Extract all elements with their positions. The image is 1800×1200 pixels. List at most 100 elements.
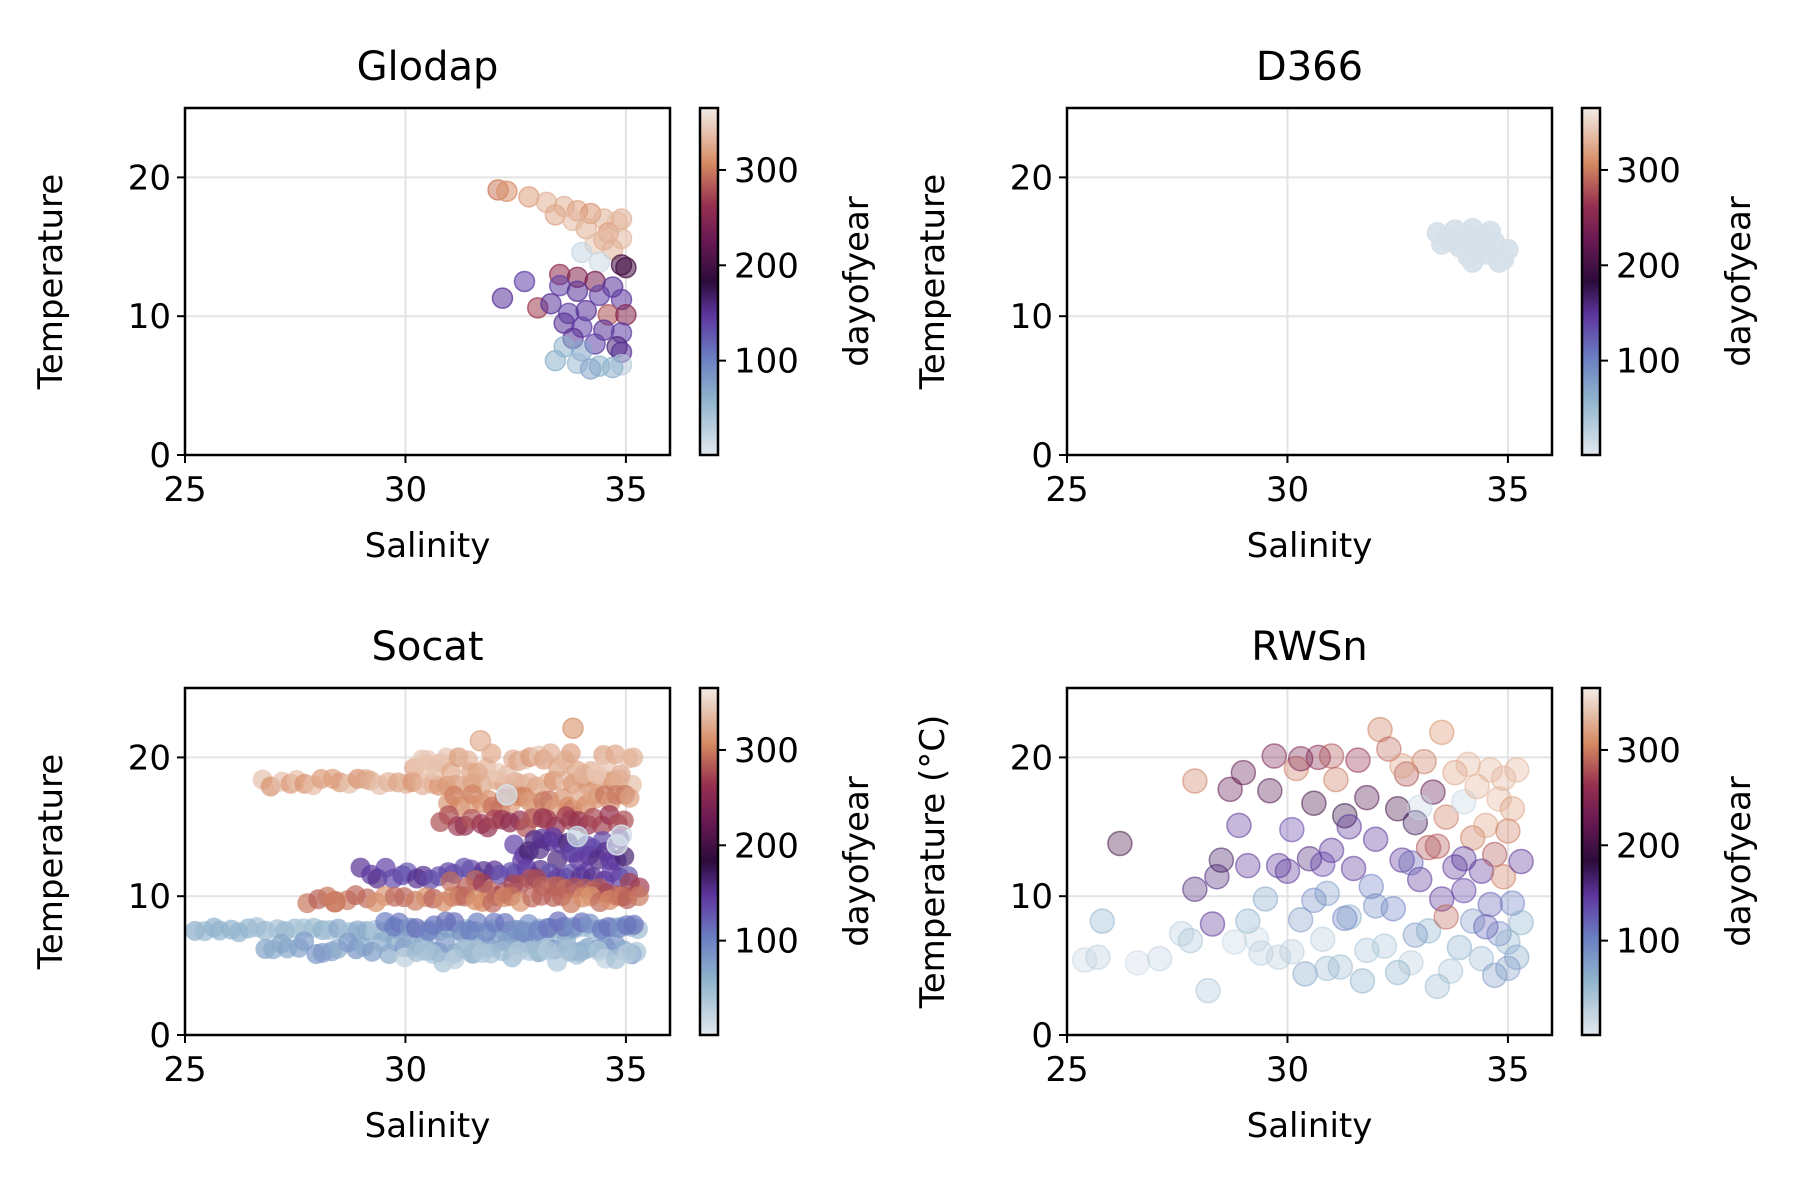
scatter-point	[610, 824, 633, 846]
scatter-point	[1327, 954, 1354, 980]
scatter-point	[1279, 816, 1305, 843]
scatter-point	[1358, 873, 1384, 900]
colorbar-label: dayofyear	[837, 776, 877, 947]
scatter-point	[566, 825, 589, 848]
scatter-point	[1221, 929, 1248, 955]
y-tick-label: 10	[1010, 297, 1053, 337]
axes-frame	[183, 106, 672, 457]
scatter-point	[1314, 880, 1340, 907]
x-tick-label: 30	[384, 470, 427, 510]
scatter-point	[1287, 907, 1314, 933]
colorbar: 100 200 300 dayofyear	[1580, 686, 1759, 1037]
colorbar-tick-label: 200	[1616, 246, 1681, 286]
scatter-point	[1473, 812, 1499, 839]
y-tick-label: 0	[1031, 436, 1053, 476]
scatter-point	[1292, 961, 1318, 987]
scatter-point	[593, 229, 615, 251]
scatter-point	[623, 914, 644, 935]
scatter-point	[610, 208, 633, 230]
scatter-point	[1226, 812, 1252, 839]
colorbar-tick-label: 100	[734, 342, 799, 382]
scatter-point	[1362, 826, 1389, 853]
scatter-point	[1362, 893, 1389, 919]
scatter-point	[562, 717, 584, 740]
scatter-point	[496, 784, 518, 806]
scatter-point	[1195, 977, 1221, 1004]
y-axis-label: Temperature	[31, 754, 71, 970]
data-points	[185, 717, 650, 973]
scatter-point	[1495, 929, 1521, 955]
x-axis-label: Salinity	[365, 1106, 491, 1146]
x-axis-label: Salinity	[365, 526, 491, 566]
scatter-point	[1389, 752, 1415, 779]
chart-title: RWSn	[1251, 624, 1367, 670]
colorbar-tick-label: 200	[734, 246, 799, 286]
scatter-point	[1199, 911, 1226, 937]
scatter-point	[1296, 845, 1323, 872]
scatter-point	[1446, 934, 1473, 961]
colorbar-tick-label: 300	[1616, 731, 1681, 771]
scatter-point	[1261, 743, 1287, 769]
axes-frame	[1065, 686, 1554, 1037]
chart-title: D366	[1256, 44, 1363, 90]
scatter-point	[1354, 784, 1380, 811]
scatter-point	[1314, 955, 1340, 982]
scatter-point	[1508, 848, 1534, 875]
x-axis-label: Salinity	[1247, 1106, 1373, 1146]
scatter-point	[1406, 794, 1433, 821]
scatter-point	[615, 304, 637, 326]
colorbar: 100 200 300 dayofyear	[1580, 106, 1759, 457]
scatter-point	[1168, 920, 1195, 947]
scatter-point	[571, 241, 593, 264]
panel-rwsn: RWSn 25 30 35 0 10 20 Salinity Temperature (°C) 1…	[913, 624, 1759, 1146]
scatter-point	[440, 871, 461, 892]
y-tick-label: 10	[128, 877, 171, 917]
y-tick-label: 0	[149, 1016, 171, 1056]
scatter-point	[1503, 757, 1530, 783]
scatter-point	[1490, 765, 1517, 791]
scatter-point	[1349, 968, 1376, 994]
scatter-point	[1508, 909, 1534, 936]
scatter-point	[1468, 945, 1495, 972]
scatter-point	[1475, 236, 1497, 258]
scatter-point	[1124, 950, 1151, 976]
scatter-point	[1477, 757, 1504, 783]
scatter-point	[610, 764, 631, 785]
scatter-point	[1177, 927, 1204, 954]
scatter-point	[1384, 959, 1411, 986]
colorbar-label: dayofyear	[837, 196, 877, 367]
panel-socat: Socat 25 30 35 0 10 20 Salinity Temperature 100 20…	[31, 624, 877, 1146]
scatter-point	[1085, 944, 1111, 971]
colorbar-tick-label: 300	[734, 731, 799, 771]
x-tick-label: 25	[1045, 1050, 1088, 1090]
x-tick-label: 25	[163, 1050, 206, 1090]
scatter-point	[1398, 850, 1424, 876]
scatter-point	[588, 284, 611, 307]
y-tick-label: 20	[1010, 158, 1053, 198]
colorbar-tick-label: 200	[734, 826, 799, 866]
scatter-point	[1488, 251, 1510, 273]
scatter-point	[513, 270, 536, 293]
scatter-point	[1182, 768, 1208, 794]
data-points	[487, 179, 637, 380]
scatter-point	[1459, 908, 1486, 934]
scatter-point	[579, 358, 602, 380]
scatter-point	[1398, 950, 1424, 976]
scatter-point	[496, 764, 517, 785]
y-tick-label: 20	[1010, 738, 1053, 778]
scatter-point	[1336, 814, 1362, 840]
scatter-point	[294, 931, 315, 952]
scatter-point	[1279, 938, 1305, 965]
scatter-point	[1490, 864, 1517, 890]
scatter-point	[416, 754, 439, 777]
y-axis-label: Temperature	[913, 174, 953, 390]
scatter-point	[1287, 746, 1314, 772]
scatter-point	[540, 292, 562, 315]
scatter-point	[1473, 913, 1499, 940]
colorbar-gradient	[698, 686, 720, 1037]
scatter-point	[1486, 786, 1512, 812]
scatter-point	[1481, 962, 1508, 989]
scatter-point	[1481, 841, 1508, 868]
scatter-point	[1301, 790, 1327, 816]
